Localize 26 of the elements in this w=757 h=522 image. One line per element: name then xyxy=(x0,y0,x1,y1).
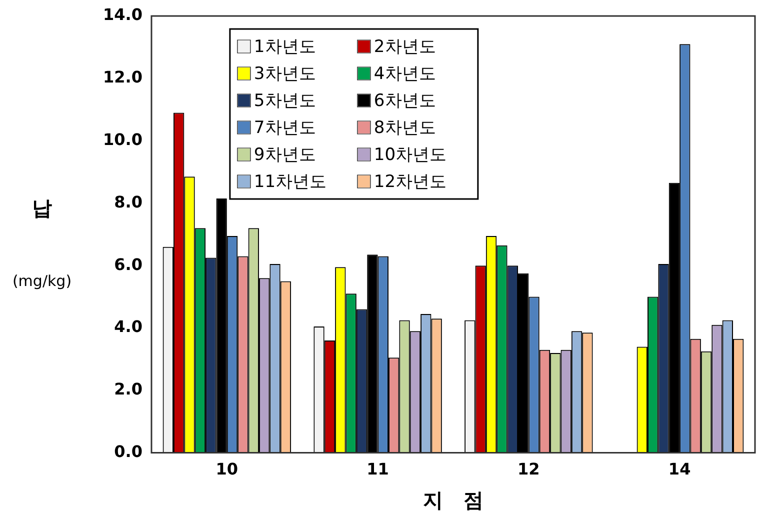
legend-label: 10차년도 xyxy=(374,144,447,165)
legend-label: 9차년도 xyxy=(254,144,316,165)
legend-label: 12차년도 xyxy=(374,172,447,192)
x-tick-label: 14 xyxy=(668,460,691,479)
y-tick-label: 10.0 xyxy=(102,130,142,149)
y-tick-label: 6.0 xyxy=(114,254,142,274)
legend-label: 3차년도 xyxy=(254,64,316,84)
y-tick-label: 8.0 xyxy=(114,192,142,212)
x-tick-label: 10 xyxy=(216,460,238,479)
y-tick-label: 2.0 xyxy=(114,380,142,399)
x-tick-label: 11 xyxy=(366,460,389,479)
legend-label: 6차년도 xyxy=(374,90,436,111)
legend-label: 7차년도 xyxy=(254,118,316,138)
text: 납 (mg/kg) xyxy=(12,196,72,290)
y-tick-label: 14.0 xyxy=(102,5,142,24)
x-tick-label: 12 xyxy=(518,460,540,479)
y-tick-label: 4.0 xyxy=(114,317,142,336)
x-axis-title: 지 점 xyxy=(422,488,484,512)
legend-label: 2차년도 xyxy=(374,36,436,57)
legend-label: 5차년도 xyxy=(254,90,316,111)
legend-label: 1차년도 xyxy=(254,36,316,57)
y-tick-label: 12.0 xyxy=(102,68,142,87)
legend-label: 4차년도 xyxy=(374,64,436,84)
y-tick-label: 0.0 xyxy=(114,442,142,461)
legend-label: 8차년도 xyxy=(374,118,436,138)
legend-label: 11차년도 xyxy=(254,172,327,192)
